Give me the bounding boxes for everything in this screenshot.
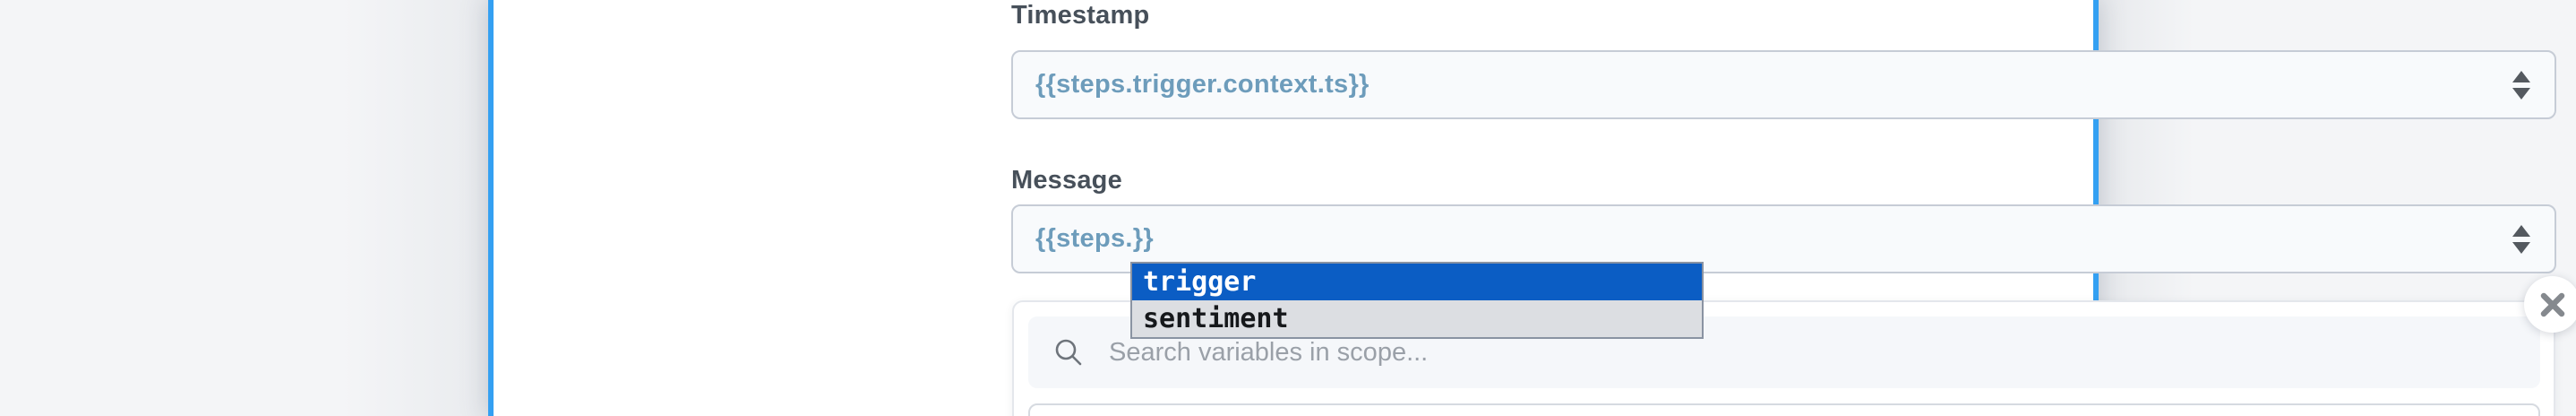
search-icon: [1028, 337, 1109, 368]
autocomplete-option-sentiment[interactable]: sentiment: [1132, 300, 1702, 337]
close-button[interactable]: [2524, 276, 2576, 333]
timestamp-select[interactable]: {{steps.trigger.context.ts}}: [1011, 50, 2556, 119]
variables-list: [1028, 403, 2540, 416]
close-icon: [2540, 292, 2564, 316]
page-backdrop-left: [0, 0, 488, 416]
select-caret-icon: [2512, 70, 2530, 100]
message-select-value: {{steps.}}: [1035, 224, 1154, 253]
message-field-label: Message: [1011, 166, 1122, 195]
autocomplete-dropdown: trigger sentiment: [1130, 262, 1704, 339]
select-caret-icon: [2512, 224, 2530, 254]
timestamp-field-label: Timestamp: [1011, 1, 1150, 30]
timestamp-select-value: {{steps.trigger.context.ts}}: [1035, 70, 1370, 99]
autocomplete-option-trigger[interactable]: trigger: [1132, 264, 1702, 300]
step-config-panel: Timestamp {{steps.trigger.context.ts}} M…: [488, 0, 2576, 416]
